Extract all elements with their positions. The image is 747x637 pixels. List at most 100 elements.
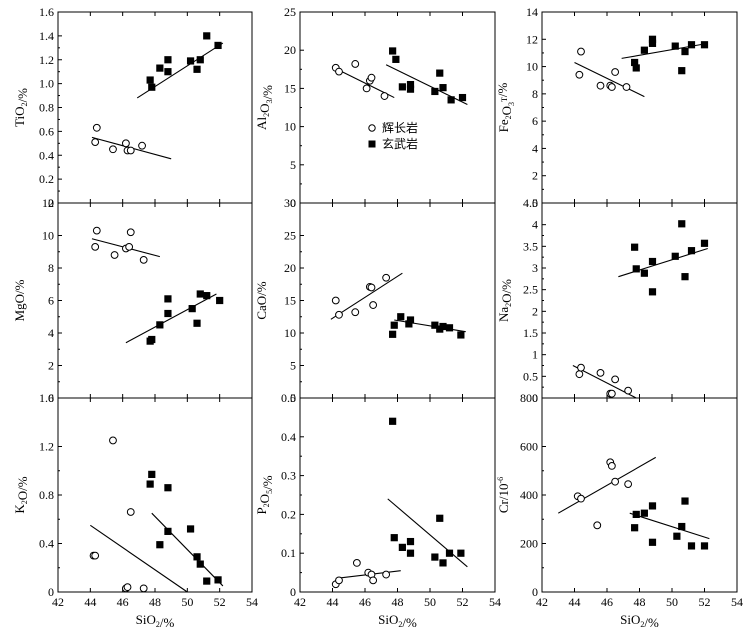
y-tick-label: 0.3 bbox=[281, 469, 296, 483]
trendline bbox=[574, 61, 645, 98]
legend-label: 辉长岩 bbox=[382, 120, 418, 135]
basalt-point bbox=[203, 292, 211, 300]
y-tick-label: 2 bbox=[532, 169, 538, 183]
x-tick-label: 48 bbox=[392, 595, 404, 609]
plot-frame bbox=[299, 397, 496, 593]
basalt-point bbox=[640, 269, 648, 277]
gabbro-point bbox=[91, 138, 100, 147]
basalt-point bbox=[203, 32, 211, 40]
y-axis-label: P2O5/% bbox=[254, 475, 275, 514]
y-tick-label: 15 bbox=[284, 294, 296, 308]
x-tick-label: 46 bbox=[117, 595, 129, 609]
basalt-point bbox=[389, 47, 397, 55]
basalt-point bbox=[700, 542, 709, 550]
x-tick-label: 42 bbox=[294, 595, 306, 609]
gabbro-point bbox=[109, 436, 117, 445]
basalt-point bbox=[687, 41, 696, 49]
gabbro-point bbox=[607, 462, 616, 470]
basalt-point bbox=[164, 68, 172, 76]
y-tick-label: 0.2 bbox=[281, 507, 296, 521]
y-tick-label: 1.2 bbox=[39, 440, 54, 454]
gabbro-point bbox=[352, 559, 361, 567]
y-tick-label: 8 bbox=[532, 87, 538, 101]
basalt-point bbox=[406, 316, 415, 324]
y-tick-label: 1.0 bbox=[39, 77, 54, 91]
gabbro-point bbox=[109, 145, 117, 154]
x-tick-label: 52 bbox=[457, 595, 469, 609]
basalt-point bbox=[156, 541, 164, 549]
basalt-point bbox=[648, 538, 657, 546]
gabbro-point bbox=[577, 47, 585, 56]
basalt-point bbox=[678, 220, 686, 228]
y-tick-label: 0 bbox=[290, 585, 296, 599]
y-tick-label: 2 bbox=[532, 304, 538, 318]
gabbro-point bbox=[624, 386, 633, 395]
y-tick-label: 0 bbox=[532, 196, 538, 210]
basalt-point bbox=[390, 534, 398, 542]
gabbro-point bbox=[92, 226, 101, 235]
y-tick-label: 1.4 bbox=[39, 29, 54, 43]
basalt-point bbox=[681, 47, 689, 56]
basalt-point bbox=[648, 257, 657, 266]
y-tick-label: 0.4 bbox=[39, 148, 54, 162]
gabbro-point bbox=[575, 70, 584, 79]
plot-frame bbox=[299, 11, 496, 204]
x-tick-label: 46 bbox=[601, 595, 613, 609]
plot-frame bbox=[541, 397, 738, 593]
basalt-point bbox=[445, 549, 454, 557]
basalt-point bbox=[214, 41, 222, 50]
basalt-point bbox=[186, 525, 195, 533]
x-axis-label: SiO2/% bbox=[620, 612, 659, 630]
y-axis-label: TiO2/% bbox=[12, 88, 30, 127]
x-tick-label: 54 bbox=[246, 595, 258, 609]
basalt-point bbox=[148, 335, 156, 344]
y-tick-label: 25 bbox=[284, 229, 296, 243]
gabbro-point bbox=[596, 81, 605, 90]
basalt-point bbox=[164, 527, 172, 535]
trendline bbox=[385, 64, 468, 105]
basalt-point bbox=[398, 543, 406, 551]
basalt-point bbox=[406, 80, 415, 89]
gabbro-point bbox=[593, 521, 602, 530]
y-tick-label: 2.5 bbox=[523, 283, 538, 297]
gabbro-point bbox=[138, 141, 146, 150]
basalt-point bbox=[631, 524, 639, 532]
basalt-point bbox=[640, 46, 648, 54]
basalt-point bbox=[648, 35, 657, 43]
basalt-point bbox=[457, 549, 465, 557]
y-tick-label: 0 bbox=[48, 391, 54, 405]
basalt-point bbox=[164, 56, 172, 64]
basalt-point bbox=[700, 41, 709, 49]
gabbro-point bbox=[126, 146, 135, 155]
y-tick-label: 0 bbox=[532, 585, 538, 599]
y-tick-label: 10 bbox=[284, 120, 296, 134]
y-tick-label: 200 bbox=[520, 537, 538, 551]
x-tick-label: 50 bbox=[181, 595, 193, 609]
gabbro-point bbox=[110, 251, 119, 259]
basalt-point bbox=[431, 321, 439, 329]
y-tick-label: 0 bbox=[48, 585, 54, 599]
basalt-point bbox=[436, 69, 444, 77]
x-tick-label: 52 bbox=[699, 595, 711, 609]
y-tick-label: 6 bbox=[48, 294, 54, 308]
plot-frame bbox=[541, 11, 738, 204]
gabbro-point bbox=[382, 570, 391, 579]
basalt-point bbox=[447, 96, 455, 104]
y-tick-label: 15 bbox=[284, 81, 296, 95]
basalt-point bbox=[398, 83, 406, 91]
basalt-point bbox=[164, 295, 172, 303]
y-axis-label: Na2O/% bbox=[496, 279, 514, 322]
gabbro-point bbox=[596, 368, 605, 377]
gabbro-point bbox=[622, 83, 631, 91]
gabbro-point bbox=[91, 551, 100, 560]
gabbro-point bbox=[362, 84, 371, 93]
panel-5: 0 5 10 15 20 25 30 CaO/% bbox=[254, 196, 496, 405]
gabbro-point bbox=[335, 67, 343, 76]
gabbro-point bbox=[607, 83, 616, 91]
trendline bbox=[125, 293, 217, 344]
basalt-point bbox=[681, 273, 689, 281]
x-tick-label: 48 bbox=[634, 595, 646, 609]
basalt-point bbox=[648, 502, 657, 510]
plot-frame bbox=[57, 11, 253, 204]
